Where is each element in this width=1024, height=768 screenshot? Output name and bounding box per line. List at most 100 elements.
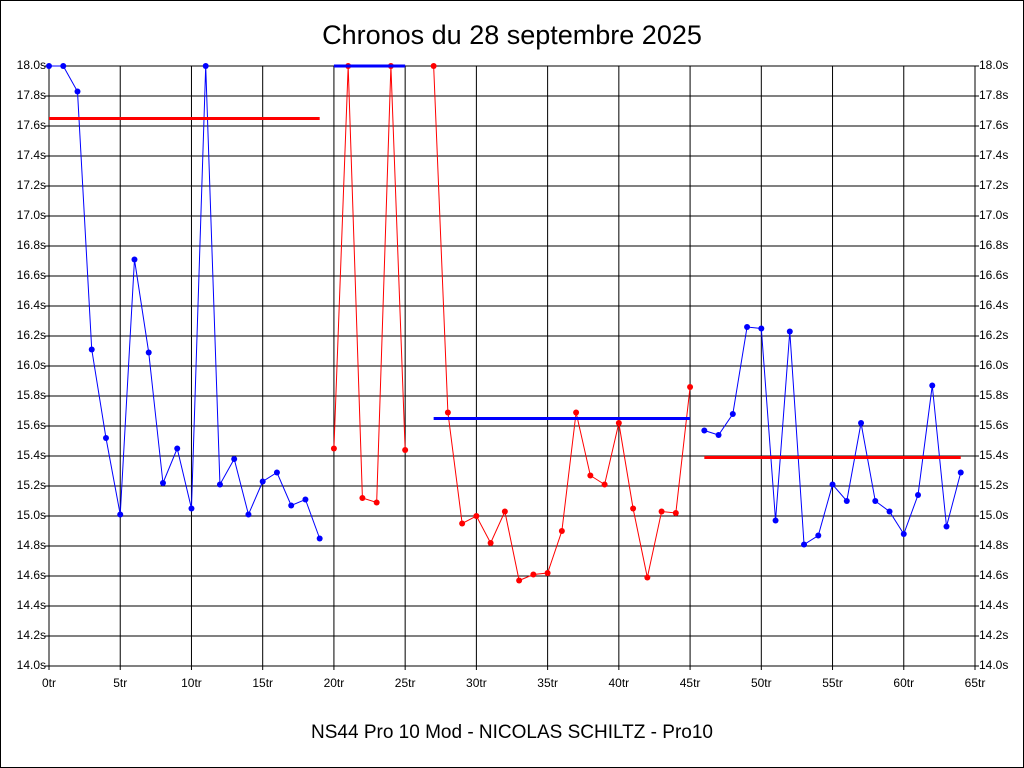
y2-tick-label: 17.6s	[979, 118, 1008, 132]
y-tick-label: 15.8s	[17, 388, 46, 402]
lap-point	[516, 577, 523, 584]
lap-point	[915, 492, 922, 498]
lap-point	[174, 445, 181, 452]
lap-point	[843, 498, 850, 504]
y2-tick-label: 17.4s	[979, 148, 1008, 162]
x-tick-label: 30tr	[466, 676, 487, 690]
lap-point	[302, 496, 309, 503]
y2-tick-label: 15.6s	[979, 418, 1008, 432]
lap-point	[772, 517, 779, 524]
lap-point	[900, 531, 907, 537]
y-tick-label: 14.4s	[17, 598, 46, 612]
y-tick-label: 14.0s	[17, 658, 46, 672]
y2-tick-label: 14.2s	[979, 628, 1008, 642]
y2-tick-label: 15.8s	[979, 388, 1008, 402]
y-tick-label: 17.0s	[17, 208, 46, 222]
y-tick-label: 18.0s	[17, 58, 46, 72]
lap-point	[188, 505, 195, 512]
y2-tick-label: 17.8s	[979, 88, 1008, 102]
chart-footer: NS44 Pro 10 Mod - NICOLAS SCHILTZ - Pro1…	[311, 722, 713, 743]
y2-tick-label: 14.4s	[979, 598, 1008, 612]
lap-point	[259, 478, 266, 485]
lap-point	[801, 541, 808, 548]
lap-point	[786, 328, 793, 335]
lap-point	[459, 520, 466, 527]
lap-point	[815, 532, 822, 539]
lap-point	[117, 511, 124, 518]
x-tick-label: 10tr	[181, 676, 202, 690]
y-tick-label: 14.6s	[17, 568, 46, 582]
x-tick-label: 45tr	[680, 676, 701, 690]
lap-point	[288, 502, 295, 509]
lap-point	[858, 420, 865, 426]
chart-title: Chronos du 28 septembre 2025	[322, 20, 702, 50]
y2-tick-label: 17.0s	[979, 208, 1008, 222]
lap-point	[373, 499, 380, 506]
lap-point	[60, 63, 67, 69]
y2-tick-label: 16.6s	[979, 268, 1008, 282]
y-tick-label: 17.6s	[17, 118, 46, 132]
lap-point	[758, 325, 765, 332]
lap-point	[929, 382, 936, 389]
lap-point	[145, 349, 152, 356]
y-tick-label: 16.8s	[17, 238, 46, 252]
x-tick-label: 65tr	[965, 676, 986, 690]
lap-point	[672, 510, 679, 516]
y2-tick-label: 14.0s	[979, 658, 1008, 672]
y-tick-label: 15.2s	[17, 478, 46, 492]
y-tick-label: 15.6s	[17, 418, 46, 432]
y-tick-label: 14.2s	[17, 628, 46, 642]
lap-point	[216, 481, 223, 488]
y2-tick-label: 14.6s	[979, 568, 1008, 582]
y-tick-label: 15.4s	[17, 448, 46, 462]
y2-tick-label: 18.0s	[979, 58, 1008, 72]
lap-point	[273, 469, 280, 476]
y2-tick-label: 17.2s	[979, 178, 1008, 192]
lap-point	[587, 472, 594, 479]
y2-tick-label: 16.2s	[979, 328, 1008, 342]
y2-tick-label: 16.0s	[979, 358, 1008, 372]
y-tick-label: 17.4s	[17, 148, 46, 162]
lap-point	[558, 528, 565, 534]
y2-tick-label: 16.8s	[979, 238, 1008, 252]
lap-point	[159, 480, 166, 486]
x-tick-label: 55tr	[822, 676, 843, 690]
lap-point	[131, 256, 138, 263]
y-tick-label: 17.8s	[17, 88, 46, 102]
x-tick-label: 5tr	[113, 676, 127, 690]
y-tick-label: 16.2s	[17, 328, 46, 342]
x-tick-label: 40tr	[609, 676, 630, 690]
lap-point	[544, 570, 551, 576]
lap-point	[501, 508, 508, 515]
lap-point	[231, 456, 238, 462]
y2-tick-label: 15.2s	[979, 478, 1008, 492]
x-tick-label: 15tr	[252, 676, 273, 690]
x-tick-label: 35tr	[537, 676, 558, 690]
lap-point	[715, 432, 722, 438]
lap-point	[872, 498, 879, 504]
y-tick-label: 16.4s	[17, 298, 46, 312]
lap-point	[359, 495, 366, 501]
lap-point	[615, 420, 622, 426]
y-tick-label: 16.0s	[17, 358, 46, 372]
lap-point	[530, 571, 537, 578]
lap-point	[102, 435, 109, 441]
lap-point	[744, 324, 751, 330]
y-tick-label: 14.8s	[17, 538, 46, 552]
lap-point	[886, 508, 893, 515]
lap-point	[245, 511, 252, 518]
lap-point	[430, 63, 437, 69]
lap-point	[658, 508, 665, 515]
lap-point	[729, 411, 736, 417]
lap-point	[829, 481, 836, 488]
x-tick-label: 0tr	[42, 676, 56, 690]
lap-point	[487, 540, 494, 546]
lap-point	[330, 445, 337, 452]
lap-point	[644, 574, 651, 581]
y2-tick-label: 15.4s	[979, 448, 1008, 462]
lap-point	[687, 384, 694, 390]
lap-point	[701, 427, 708, 434]
lap-point	[74, 88, 81, 95]
